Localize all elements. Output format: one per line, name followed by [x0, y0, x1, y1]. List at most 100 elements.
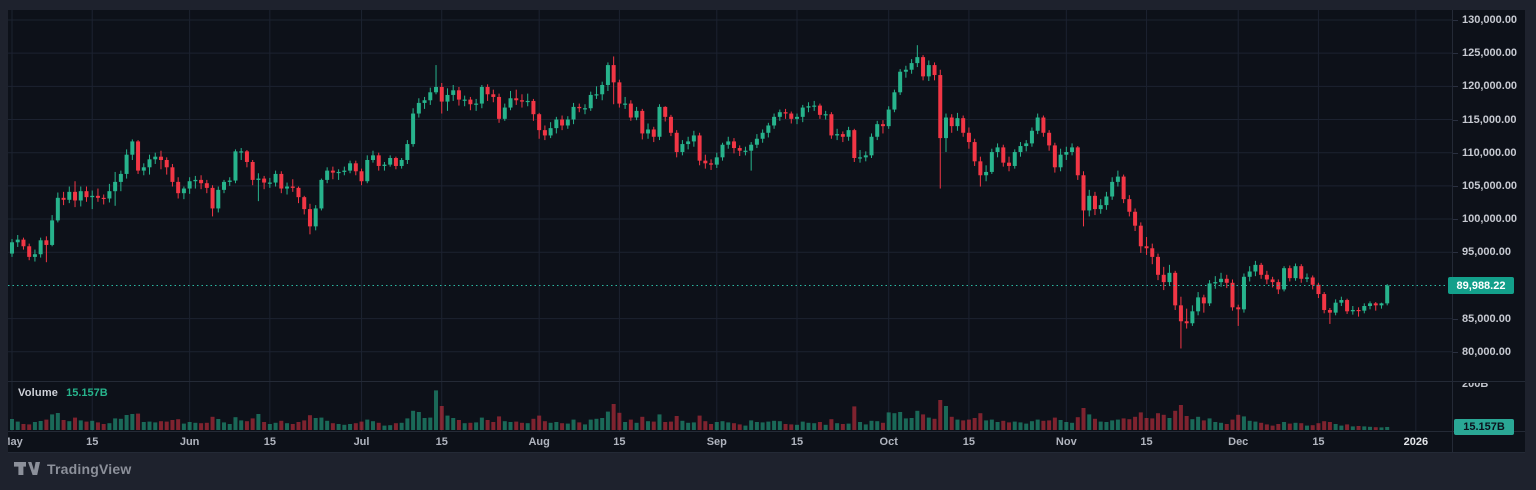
- candle-body[interactable]: [600, 84, 605, 95]
- candle-body[interactable]: [451, 90, 456, 95]
- volume-bar[interactable]: [795, 424, 800, 430]
- volume-bar[interactable]: [858, 422, 863, 430]
- volume-bar[interactable]: [731, 423, 736, 430]
- time-axis-tick[interactable]: 15: [435, 436, 448, 448]
- candle-body[interactable]: [382, 164, 387, 166]
- time-axis-tick[interactable]: 15: [86, 436, 99, 448]
- volume-bar[interactable]: [1001, 420, 1006, 430]
- volume-bar[interactable]: [1304, 425, 1309, 430]
- candle-body[interactable]: [348, 163, 353, 171]
- candle-body[interactable]: [27, 246, 32, 257]
- candle-body[interactable]: [783, 112, 788, 114]
- candle-body[interactable]: [399, 159, 404, 166]
- volume-bar[interactable]: [376, 422, 381, 430]
- candle-body[interactable]: [949, 117, 954, 127]
- candle-body[interactable]: [1322, 294, 1327, 310]
- candle-body[interactable]: [777, 112, 782, 117]
- volume-bar[interactable]: [978, 413, 983, 430]
- volume-bar[interactable]: [439, 406, 444, 430]
- candle-body[interactable]: [1156, 256, 1160, 275]
- volume-bar[interactable]: [365, 419, 370, 430]
- candle-body[interactable]: [1178, 305, 1183, 322]
- candle-body[interactable]: [743, 150, 748, 152]
- candle-body[interactable]: [1138, 225, 1143, 247]
- volume-bar[interactable]: [800, 421, 805, 430]
- candle-body[interactable]: [1087, 195, 1092, 211]
- candle-body[interactable]: [353, 163, 358, 172]
- candle-body[interactable]: [984, 171, 989, 176]
- volume-bar[interactable]: [892, 413, 897, 430]
- candle-body[interactable]: [1213, 282, 1218, 284]
- candle-body[interactable]: [972, 142, 977, 162]
- volume-bar[interactable]: [353, 423, 358, 430]
- candle-body[interactable]: [823, 114, 828, 116]
- volume-bar[interactable]: [1379, 427, 1384, 430]
- candle-body[interactable]: [640, 110, 645, 134]
- volume-bar[interactable]: [651, 421, 656, 430]
- volume-bar[interactable]: [674, 416, 679, 430]
- candle-body[interactable]: [1253, 264, 1258, 272]
- volume-bar[interactable]: [1333, 424, 1338, 430]
- volume-bar[interactable]: [772, 420, 777, 430]
- volume-bar[interactable]: [1201, 420, 1206, 430]
- volume-bar[interactable]: [462, 423, 467, 430]
- candle-body[interactable]: [393, 158, 398, 166]
- volume-bar[interactable]: [164, 421, 169, 430]
- volume-bar[interactable]: [90, 420, 95, 430]
- candle-body[interactable]: [686, 141, 691, 145]
- candle-body[interactable]: [1224, 278, 1229, 283]
- volume-bar[interactable]: [766, 421, 771, 430]
- volume-bar[interactable]: [1012, 421, 1017, 430]
- candle-body[interactable]: [285, 186, 290, 189]
- candle-body[interactable]: [846, 130, 851, 137]
- volume-bar[interactable]: [141, 422, 146, 430]
- volume-bar[interactable]: [170, 420, 175, 430]
- candle-body[interactable]: [915, 57, 920, 64]
- volume-bar[interactable]: [1236, 414, 1241, 430]
- candle-body[interactable]: [1041, 117, 1046, 133]
- candle-body[interactable]: [731, 141, 736, 149]
- candle-body[interactable]: [456, 90, 461, 100]
- volume-bar[interactable]: [262, 422, 267, 430]
- volume-bar[interactable]: [835, 423, 840, 430]
- volume-bar[interactable]: [1144, 418, 1149, 430]
- candle-body[interactable]: [1282, 268, 1287, 290]
- candle-body[interactable]: [445, 94, 450, 102]
- candle-body[interactable]: [256, 178, 261, 180]
- candle-body[interactable]: [187, 181, 192, 189]
- volume-bar[interactable]: [1270, 425, 1275, 430]
- volume-bar[interactable]: [846, 423, 851, 430]
- volume-bar[interactable]: [285, 423, 290, 430]
- candle-body[interactable]: [1184, 321, 1189, 324]
- volume-bar[interactable]: [222, 422, 227, 430]
- volume-bar[interactable]: [1133, 416, 1138, 430]
- volume-bar[interactable]: [1310, 425, 1315, 430]
- volume-bar[interactable]: [1007, 422, 1012, 430]
- candle-body[interactable]: [38, 240, 43, 255]
- candle-body[interactable]: [812, 105, 817, 107]
- volume-bar[interactable]: [646, 421, 651, 430]
- time-axis-tick[interactable]: Jun: [179, 436, 200, 448]
- candle-body[interactable]: [1304, 277, 1309, 279]
- candle-body[interactable]: [1144, 246, 1149, 249]
- candle-body[interactable]: [703, 160, 708, 164]
- volume-bar[interactable]: [663, 422, 668, 430]
- volume-bar[interactable]: [514, 421, 519, 430]
- candle-body[interactable]: [462, 99, 467, 101]
- candle-body[interactable]: [1219, 278, 1224, 283]
- price-axis[interactable]: 89,988.22 15.157B 200B 130,000.00 125,000…: [1448, 10, 1525, 452]
- volume-bar[interactable]: [136, 413, 141, 430]
- volume-bar[interactable]: [1110, 420, 1115, 430]
- volume-bar[interactable]: [193, 422, 198, 430]
- candle-body[interactable]: [376, 155, 381, 166]
- volume-bar[interactable]: [348, 424, 353, 430]
- candle-body[interactable]: [663, 106, 668, 117]
- time-axis-tick[interactable]: 15: [263, 436, 276, 448]
- volume-bar[interactable]: [1213, 422, 1218, 430]
- candle-body[interactable]: [926, 65, 931, 77]
- volume-bar[interactable]: [548, 422, 553, 430]
- volume-bar[interactable]: [823, 424, 828, 430]
- candle-body[interactable]: [262, 178, 267, 183]
- candle-body[interactable]: [806, 106, 811, 108]
- volume-bar[interactable]: [359, 421, 364, 430]
